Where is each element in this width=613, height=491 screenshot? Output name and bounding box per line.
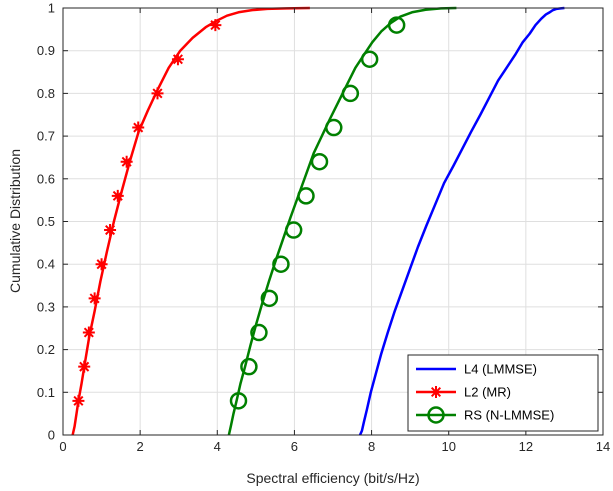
series-2-point-5 bbox=[284, 221, 303, 239]
series-line-0 bbox=[358, 6, 565, 436]
legend-label-0: L4 (LMMSE) bbox=[464, 362, 537, 377]
grid bbox=[63, 8, 603, 435]
series-0 bbox=[358, 6, 565, 436]
x-tick-label-5: 10 bbox=[441, 439, 455, 454]
series-1-point-5 bbox=[104, 224, 117, 237]
series-1-point-3 bbox=[88, 292, 101, 305]
series-2-point-10 bbox=[360, 50, 379, 68]
series-1-point-4 bbox=[95, 258, 108, 271]
y-tick-label-3: 0.3 bbox=[37, 299, 55, 314]
series-2-point-1 bbox=[240, 357, 258, 376]
series-line-2 bbox=[227, 6, 457, 436]
series-1-point-6 bbox=[111, 189, 124, 202]
series-2-point-0 bbox=[229, 392, 248, 410]
x-tick-label-3: 6 bbox=[291, 439, 298, 454]
series-2-point-2 bbox=[250, 323, 268, 342]
series-1-point-8 bbox=[132, 121, 145, 134]
x-tick-label-7: 14 bbox=[596, 439, 610, 454]
series-1-point-7 bbox=[120, 155, 133, 168]
y-tick-label-4: 0.4 bbox=[37, 257, 55, 272]
legend-item-2: RS (N-LMMSE) bbox=[416, 406, 554, 424]
series-2-point-7 bbox=[310, 152, 329, 171]
y-tick-label-2: 0.2 bbox=[37, 342, 55, 357]
series-2-point-4 bbox=[272, 255, 290, 273]
series-layer bbox=[71, 6, 565, 436]
y-tick-label-10: 1 bbox=[48, 1, 55, 16]
y-tick-label-1: 0.1 bbox=[37, 385, 55, 400]
x-tick-label-0: 0 bbox=[59, 439, 66, 454]
series-2-point-8 bbox=[325, 118, 343, 137]
legend-item-1: L2 (MR) bbox=[416, 385, 511, 400]
legend-label-1: L2 (MR) bbox=[464, 385, 511, 400]
legend-marker-1 bbox=[430, 386, 442, 398]
y-tick-label-7: 0.7 bbox=[37, 129, 55, 144]
series-1-point-11 bbox=[209, 19, 222, 32]
y-tick-label-0: 0 bbox=[48, 428, 55, 443]
series-1-point-10 bbox=[171, 53, 184, 66]
series-1-point-1 bbox=[78, 360, 91, 373]
x-tick-label-4: 8 bbox=[368, 439, 375, 454]
y-tick-label-8: 0.8 bbox=[37, 86, 55, 101]
series-2-point-11 bbox=[387, 16, 406, 34]
series-2-point-6 bbox=[297, 187, 315, 205]
series-2 bbox=[227, 6, 457, 436]
legend-marker-2 bbox=[427, 406, 445, 424]
axis-ticks: 0 2 4 6 8 10 12 14 0 0.1 0.2 0.3 0.4 0.5 0.6 0.7 0.8 0.9 1 bbox=[37, 1, 610, 455]
series-1-point-0 bbox=[72, 394, 85, 407]
y-tick-label-9: 0.9 bbox=[37, 43, 55, 58]
series-1 bbox=[71, 6, 310, 436]
legend-label-2: RS (N-LMMSE) bbox=[464, 408, 554, 423]
series-2-point-9 bbox=[341, 84, 360, 103]
y-tick-label-5: 0.5 bbox=[37, 214, 55, 229]
x-tick-label-1: 2 bbox=[137, 439, 144, 454]
x-tick-label-2: 4 bbox=[214, 439, 221, 454]
y-axis-label: Cumulative Distribution bbox=[7, 149, 23, 293]
series-1-point-9 bbox=[151, 87, 164, 100]
x-tick-label-6: 12 bbox=[519, 439, 533, 454]
legend: L4 (LMMSE) L2 (MR) RS (N-LMMSE) bbox=[407, 354, 599, 432]
x-axis-label: Spectral efficiency (bit/s/Hz) bbox=[246, 470, 419, 486]
y-tick-label-6: 0.6 bbox=[37, 171, 55, 186]
series-2-point-3 bbox=[260, 289, 279, 308]
series-1-point-2 bbox=[82, 326, 95, 339]
legend-item-0: L4 (LMMSE) bbox=[416, 362, 537, 377]
